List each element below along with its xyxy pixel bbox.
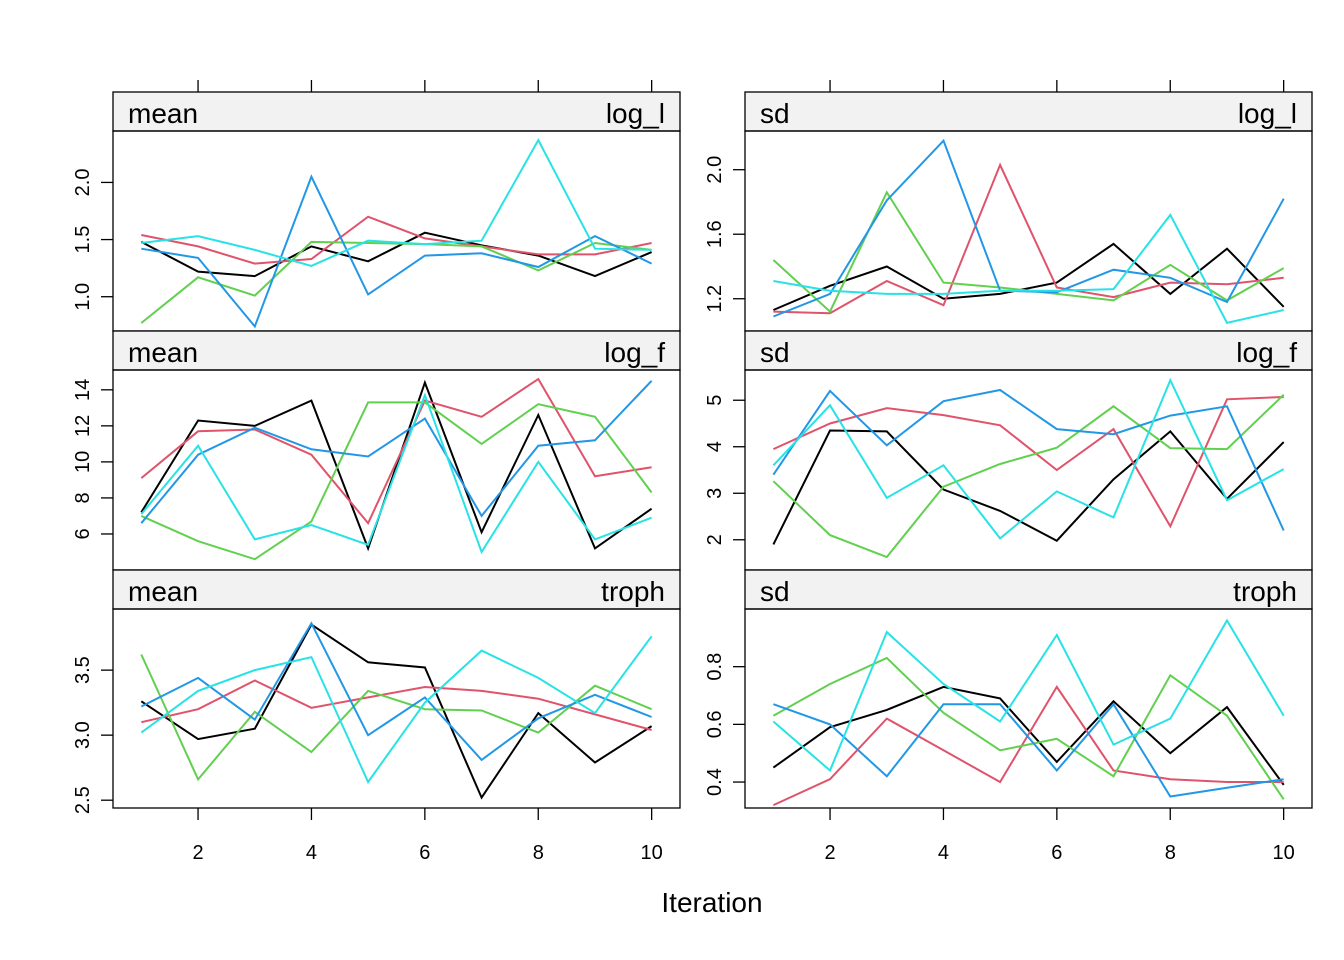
strip-label-stat: sd: [760, 98, 790, 129]
strip-header: [744, 91, 1313, 132]
series-line-5: [772, 377, 1285, 540]
series-line-4: [773, 702, 1284, 798]
panel-mean-log_l: mean log_l 1.0 1.5 2.0: [72, 80, 681, 332]
series-line-1: [140, 623, 653, 800]
series-line-5: [141, 138, 652, 267]
series-line-1: [773, 242, 1285, 311]
series-line-3: [140, 401, 653, 561]
y-tick-label: 0.8: [704, 653, 726, 681]
x-tick-label: 2: [824, 842, 835, 864]
strip-label-stat: sd: [760, 576, 790, 607]
strip-header: [112, 330, 681, 371]
strip-label-variable: log_f: [604, 337, 665, 368]
x-tick-label: 10: [1273, 842, 1295, 864]
strip-label-variable: troph: [601, 576, 665, 607]
strip-header: [744, 569, 1313, 610]
x-tick-label: 6: [1051, 842, 1062, 864]
x-tick-label: 8: [1165, 842, 1176, 864]
y-tick-label: 3.0: [72, 721, 94, 749]
plot-frame: [744, 608, 1313, 809]
series-line-3: [140, 654, 652, 782]
y-tick-label: 0.4: [704, 768, 726, 796]
y-tick-label: 4: [704, 441, 726, 452]
y-tick-label: 6: [72, 528, 94, 539]
series-line-1: [140, 379, 653, 552]
y-tick-label: 12: [72, 415, 94, 437]
y-tick-label: 10: [72, 451, 94, 473]
strip-header: [744, 330, 1313, 371]
series-line-2: [772, 685, 1284, 807]
panels-layer: mean log_l 1.0 1.5 2.0 sd log_l 1.2 1.6 2.0 mean lo…: [72, 80, 1313, 864]
y-tick-label: 8: [72, 492, 94, 503]
y-tick-label: 2.0: [72, 169, 94, 197]
strip-header: [112, 91, 681, 132]
y-tick-label: 3: [704, 488, 726, 499]
y-tick-label: 1.6: [704, 220, 726, 248]
x-tick-label: 4: [938, 842, 949, 864]
x-tick-label: 8: [533, 842, 544, 864]
y-tick-label: 2.0: [704, 156, 726, 184]
y-tick-label: 1.2: [704, 285, 726, 313]
y-tick-label: 3.5: [72, 656, 94, 684]
series-line-4: [772, 388, 1285, 531]
x-tick-label: 10: [641, 842, 663, 864]
strip-label-stat: mean: [128, 337, 198, 368]
y-tick-label: 0.6: [704, 710, 726, 738]
panel-sd-log_f: sd log_f 2 3 4 5: [704, 330, 1313, 571]
series-line-3: [140, 240, 652, 324]
strip-label-variable: log_l: [1238, 98, 1297, 129]
x-tick-label: 6: [419, 842, 430, 864]
panel-mean-troph: mean troph 2.5 3.0 3.5 2 4 6 8 10: [72, 569, 681, 864]
series-line-2: [140, 377, 652, 526]
panel-sd-log_l: sd log_l 1.2 1.6 2.0: [704, 80, 1313, 332]
series-line-5: [773, 213, 1284, 325]
y-tick-label: 1.0: [72, 283, 94, 311]
strip-label-stat: mean: [128, 576, 198, 607]
series-line-2: [772, 396, 1284, 529]
x-tick-label: 2: [192, 842, 203, 864]
series-line-1: [140, 231, 652, 278]
panel-sd-troph: sd troph 0.4 0.6 0.8 2 4 6 8 10: [704, 569, 1313, 864]
series-line-1: [772, 685, 1285, 786]
y-tick-label: 14: [72, 379, 94, 401]
series-line-4: [140, 380, 653, 524]
y-tick-label: 2.5: [72, 786, 94, 814]
strip-label-stat: mean: [128, 98, 198, 129]
strip-label-variable: log_f: [1236, 337, 1297, 368]
strip-header: [112, 569, 681, 610]
series-line-4: [140, 621, 652, 762]
x-tick-label: 4: [306, 842, 317, 864]
series-line-3: [772, 656, 1285, 800]
panel-mean-log_f: mean log_f 6 8 10 12 14: [72, 330, 681, 571]
series-line-5: [772, 618, 1285, 773]
x-axis-title: Iteration: [661, 887, 762, 918]
y-tick-label: 2: [704, 534, 726, 545]
y-tick-label: 5: [704, 395, 726, 406]
strip-label-variable: troph: [1233, 576, 1297, 607]
series-line-4: [141, 174, 653, 329]
y-tick-label: 1.5: [72, 226, 94, 254]
plot-frame: [112, 608, 681, 809]
series-line-2: [141, 215, 652, 265]
strip-label-stat: sd: [760, 337, 790, 368]
series-line-5: [140, 635, 653, 784]
series-line-3: [772, 393, 1285, 559]
strip-label-variable: log_l: [606, 98, 665, 129]
series-line-5: [140, 392, 652, 555]
